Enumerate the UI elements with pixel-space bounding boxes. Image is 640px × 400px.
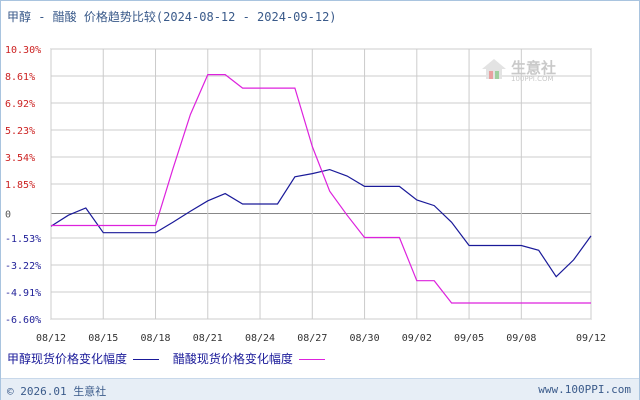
x-tick-label: 08/24 <box>245 333 275 344</box>
watermark-url: 100PPI.COM <box>511 75 554 83</box>
y-tick-label: 1.85% <box>5 180 35 191</box>
y-tick-label: 6.92% <box>5 99 35 110</box>
x-tick-label: 09/05 <box>454 333 484 344</box>
legend-item-acetic-acid: 醋酸现货价格变化幅度 <box>173 350 325 367</box>
x-tick-label: 08/18 <box>140 333 170 344</box>
y-tick-label: 10.30% <box>5 45 41 56</box>
y-tick-label: 8.61% <box>5 72 35 83</box>
house-logo-icon <box>482 59 506 79</box>
y-tick-label: -3.22% <box>5 261 41 272</box>
y-tick-label: 3.54% <box>5 153 35 164</box>
watermark-text: 生意社 <box>511 59 557 77</box>
series-lines <box>50 73 592 304</box>
watermark: 生意社 100PPI.COM <box>481 57 556 86</box>
x-axis-ticks: 08/12 08/15 08/18 08/21 08/24 08/27 08/30 09/02… <box>36 333 606 344</box>
chart-title: 甲醇 - 醋酸 价格趋势比较(2024-08-12 - 2024-09-12) <box>7 10 337 24</box>
y-tick-label: -6.60% <box>5 315 41 326</box>
x-tick-label: 08/21 <box>193 333 223 344</box>
series-line-acetic-acid <box>51 73 591 304</box>
y-tick-label: -1.53% <box>5 234 41 245</box>
legend-swatch-methanol <box>133 359 160 360</box>
x-tick-label: 08/12 <box>36 333 66 344</box>
x-tick-label: 08/15 <box>88 333 118 344</box>
series-line-methanol <box>50 168 592 278</box>
footer-bar: © 2026.01 生意社 www.100PPI.com <box>1 378 639 400</box>
y-tick-label: -4.91% <box>5 288 41 299</box>
y-tick-label: 0 <box>5 210 11 221</box>
grid-lines <box>50 48 592 320</box>
x-tick-label: 09/02 <box>402 333 432 344</box>
x-tick-label: 08/30 <box>349 333 379 344</box>
legend-label-acetic-acid: 醋酸现货价格变化幅度 <box>172 352 293 366</box>
legend-item-methanol: 甲醇现货价格变化幅度 <box>7 350 160 367</box>
legend-swatch-acetic-acid <box>298 359 325 360</box>
y-axis-ticks: 10.30% 8.61% 6.92% 5.23% 3.54% 1.85% 0 -1.53% -3… <box>5 45 41 326</box>
site-link[interactable]: www.100PPI.com <box>538 383 631 396</box>
legend-label-methanol: 甲醇现货价格变化幅度 <box>7 352 128 366</box>
copyright: © 2026.01 生意社 <box>7 385 107 398</box>
legend: 甲醇现货价格变化幅度 醋酸现货价格变化幅度 <box>7 350 335 367</box>
x-tick-label: 09/12 <box>576 333 606 344</box>
x-tick-label: 08/27 <box>297 333 327 344</box>
line-chart: 10.30% 8.61% 6.92% 5.23% 3.54% 1.85% 0 -1.53% -3… <box>5 45 606 344</box>
y-tick-label: 5.23% <box>5 126 35 137</box>
x-tick-label: 09/08 <box>506 333 536 344</box>
